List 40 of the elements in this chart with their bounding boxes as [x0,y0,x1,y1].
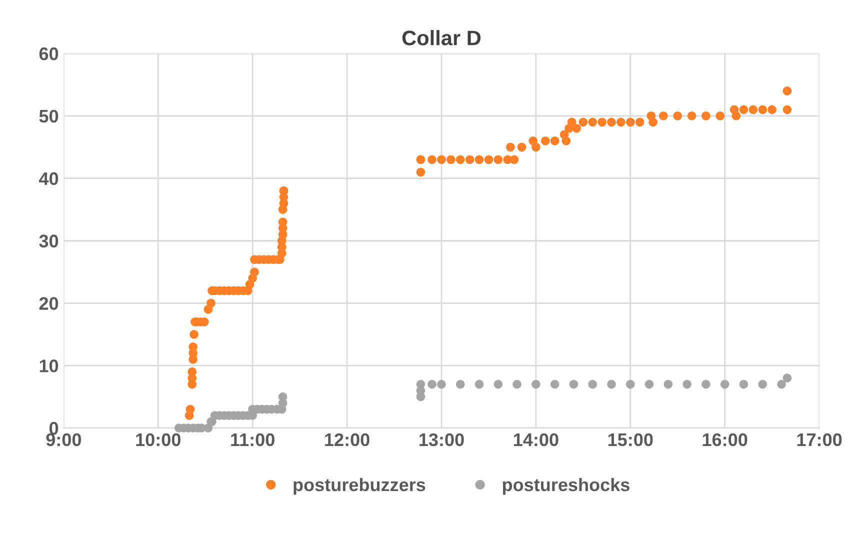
x-tick-label: 12:00 [325,433,370,446]
point [682,380,692,389]
legend-label: posturebuzzers [294,478,426,495]
y-tick-label: 30 [39,234,58,248]
y-tick-label: 20 [39,297,58,310]
point [532,380,540,389]
y-tick-label: 10 [40,360,58,372]
x-tick-label: 17:00 [797,433,842,446]
point [607,380,616,389]
point [494,380,503,389]
point [550,380,560,389]
point [512,380,522,389]
x-tick-label: 14:00 [514,433,558,446]
x-tick-label: 13:00 [420,433,464,446]
point [626,380,635,389]
x-tick-label: 16:00 [702,433,748,446]
point [644,380,654,389]
y-tick-label: 40 [39,172,58,186]
point [739,380,748,389]
point [569,380,578,389]
x-tick-label: 9:00 [46,433,82,446]
point [437,380,446,389]
point [474,380,484,389]
chart-title: Collar D [402,30,481,46]
point [588,380,597,389]
x-tick-label: 10:00 [136,433,180,446]
point [758,380,768,389]
point [777,380,786,389]
y-tick-label: 50 [39,110,58,123]
point [456,380,465,389]
x-tick-label: 15:00 [608,433,653,446]
x-tick-label: 11:00 [231,433,274,446]
y-tick-label: 60 [39,47,58,60]
point [782,374,792,382]
point [720,380,730,389]
y-tick-label: 0 [49,422,58,435]
point [428,380,436,389]
point [702,380,710,389]
point [664,380,673,389]
legend-label: postureshocks [502,478,630,495]
